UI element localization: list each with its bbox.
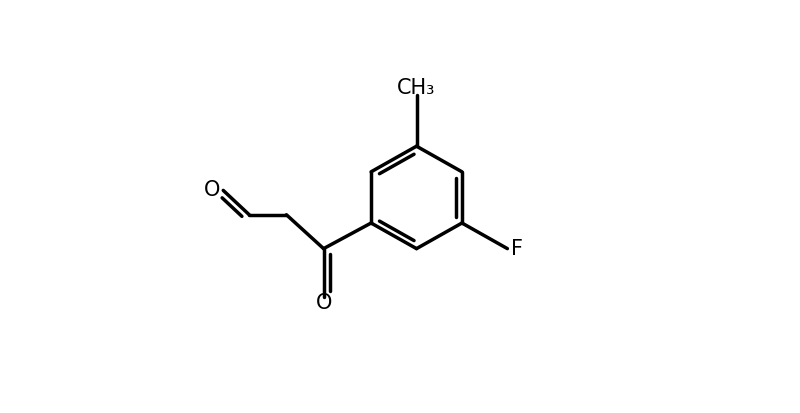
Text: O: O <box>315 293 332 313</box>
Text: CH₃: CH₃ <box>398 78 436 98</box>
Text: O: O <box>203 180 220 200</box>
Text: F: F <box>510 239 522 259</box>
